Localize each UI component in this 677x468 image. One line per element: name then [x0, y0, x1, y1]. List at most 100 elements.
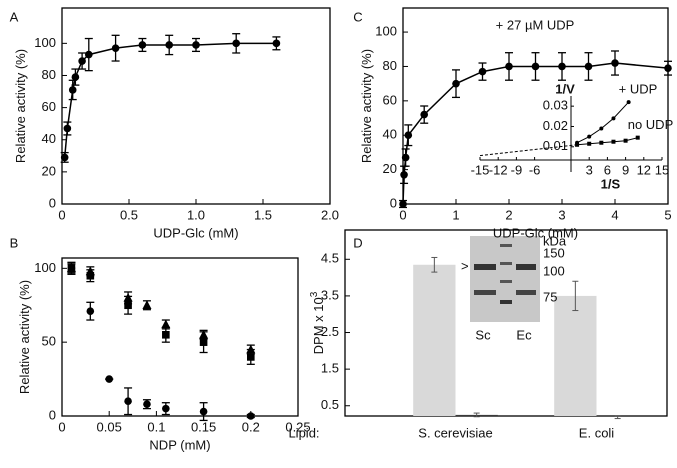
x-tick-label: 6 — [604, 162, 611, 177]
gel-lane-label: Ec — [516, 327, 532, 342]
x-tick-label: 3 — [558, 207, 565, 222]
axes-frame — [402, 7, 669, 205]
marker — [635, 135, 640, 140]
y-tick-label: 0.5 — [321, 397, 339, 412]
marker — [401, 153, 410, 162]
panel-letter: A — [10, 9, 19, 24]
x-tick-label: E. coli — [579, 425, 615, 440]
marker — [531, 62, 540, 71]
y-tick-label: 2.5 — [321, 324, 339, 339]
marker — [599, 126, 604, 131]
marker — [599, 140, 604, 145]
marker — [68, 86, 77, 94]
x-tick-label: 0.05 — [97, 419, 122, 434]
y-tick-label: 0.02 — [543, 118, 568, 133]
marker — [165, 41, 173, 49]
y-tick-label: 0 — [49, 407, 56, 422]
x-tick-label: 1 — [452, 207, 459, 222]
series-line — [577, 137, 638, 146]
marker — [71, 73, 80, 81]
y-axis-label-text: Relative activity (%) — [17, 280, 32, 394]
marker — [78, 57, 86, 65]
gel-band — [516, 290, 536, 295]
y-tick-label: 20 — [42, 163, 56, 178]
y-tick-label: 0 — [390, 195, 397, 210]
marker — [404, 131, 413, 140]
x-axis-label: 1/S — [601, 176, 621, 191]
marker — [247, 412, 255, 420]
marker — [611, 139, 616, 144]
y-axis-label-text: Relative activity (%) — [359, 49, 374, 163]
marker — [664, 64, 672, 72]
gel-band — [516, 264, 536, 270]
x-tick-label: S. cerevisiae — [418, 425, 492, 440]
gel-marker-label: 150 — [543, 245, 565, 260]
x-tick-label: 0.1 — [147, 419, 165, 434]
marker — [626, 100, 631, 105]
y-tick-label: 1.5 — [321, 361, 339, 376]
gel-lane-label: Sc — [475, 327, 491, 342]
series-line — [576, 101, 629, 144]
y-axis-label-text: DPM x 10 — [311, 297, 326, 354]
x-tick-label: -6 — [529, 162, 541, 177]
x-tick-label: 0.5 — [120, 207, 138, 222]
gel-band — [474, 264, 496, 270]
axes-frame — [61, 257, 299, 417]
series-label: no UDP — [628, 117, 674, 132]
marker — [246, 344, 256, 354]
x-tick-label: 0.2 — [242, 419, 260, 434]
x-tick-label: 1.5 — [254, 207, 272, 222]
marker — [105, 375, 113, 383]
y-tick-label: 100 — [34, 260, 56, 275]
marker — [66, 263, 76, 273]
y-tick-label: 4.5 — [321, 251, 339, 266]
marker — [584, 62, 593, 71]
marker — [161, 319, 171, 329]
gel-unit: kDa — [543, 233, 567, 248]
marker — [86, 307, 95, 315]
marker — [399, 200, 407, 208]
axes-frame — [61, 7, 331, 205]
marker — [400, 170, 408, 179]
x-tick-label: 12 — [637, 162, 651, 177]
y-axis-label: DPM x 103 — [309, 291, 327, 354]
gel-marker-label: 75 — [543, 289, 557, 304]
y-axis-label: Relative activity (%) — [13, 49, 28, 163]
y-tick-label: 100 — [34, 35, 56, 50]
x-tick-label: -15 — [471, 162, 490, 177]
y-axis-label: Relative activity (%) — [17, 280, 32, 394]
marker — [199, 329, 209, 339]
marker — [232, 39, 240, 48]
y-tick-label: 80 — [383, 58, 397, 73]
y-tick-label: 100 — [375, 24, 397, 39]
marker — [199, 338, 208, 346]
series-label: + UDP — [619, 82, 658, 97]
y-axis-label: Relative activity (%) — [359, 49, 374, 163]
bar — [554, 295, 597, 416]
gel-band — [474, 290, 496, 295]
y-axis-label-text: Relative activity (%) — [13, 49, 28, 163]
y-tick-label: 60 — [42, 99, 56, 114]
x-tick-label: 1.0 — [187, 207, 205, 222]
x-tick-label: 5 — [664, 207, 671, 222]
extrapolation — [479, 144, 578, 157]
marker — [478, 67, 487, 76]
y-tick-label: 3.5 — [321, 287, 339, 302]
gel-marker-label: 100 — [543, 263, 565, 278]
marker — [505, 62, 513, 71]
marker — [192, 41, 200, 49]
marker — [111, 44, 120, 52]
y-tick-label: 40 — [42, 131, 56, 146]
x-axis-label: Lipid: — [288, 425, 319, 440]
y-tick-label: 50 — [42, 334, 56, 349]
y-tick-label: 0.01 — [543, 138, 568, 153]
marker — [142, 300, 152, 310]
y-tick-label: 60 — [383, 92, 397, 107]
x-tick-label: 15 — [655, 162, 669, 177]
y-tick-label: 20 — [383, 161, 397, 176]
marker — [199, 407, 208, 416]
marker — [611, 116, 616, 121]
y-tick-label: 40 — [383, 127, 397, 142]
x-axis-label: NDP (mM) — [149, 437, 210, 452]
